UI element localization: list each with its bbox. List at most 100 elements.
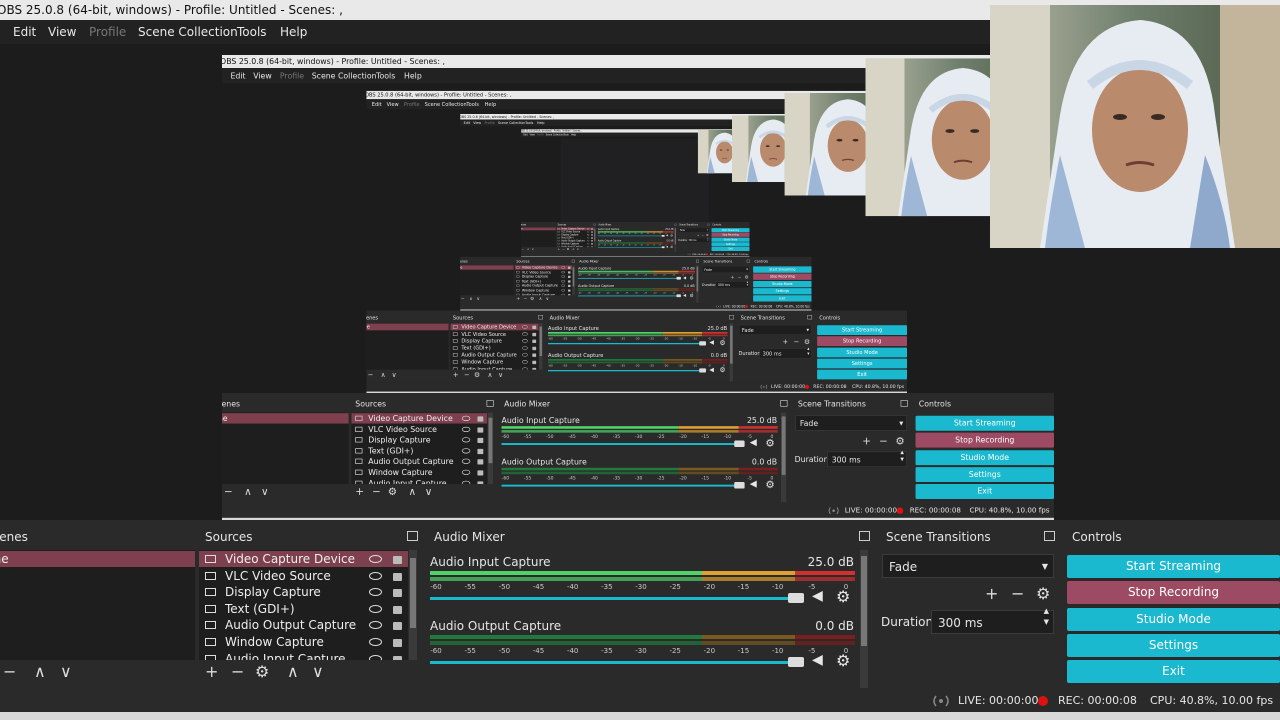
visibility-icon[interactable] [461, 426, 471, 432]
duration-spinbox[interactable]: 300 ms ▲ ▼ [687, 237, 710, 243]
visibility-icon[interactable] [369, 638, 382, 646]
duration-spinbox[interactable]: 300 ms ▲ ▼ [827, 450, 908, 468]
remove-button[interactable]: − [562, 247, 565, 251]
move-down-button[interactable]: ∨ [60, 662, 72, 681]
remove-button[interactable]: − [793, 337, 800, 346]
menu-item[interactable]: Help [404, 71, 422, 81]
visibility-icon[interactable] [461, 458, 471, 465]
volume-slider[interactable] [578, 295, 680, 297]
visibility-icon[interactable] [522, 353, 528, 357]
menu-item[interactable]: View [48, 25, 77, 39]
scene-item[interactable]: Scene [460, 265, 514, 270]
lock-icon[interactable] [477, 470, 484, 476]
lock-icon[interactable] [568, 294, 571, 296]
lock-icon[interactable] [568, 280, 571, 283]
volume-slider[interactable] [597, 247, 664, 248]
properties-button[interactable]: ⚙ [804, 337, 811, 346]
menu-item[interactable]: Help [571, 133, 576, 137]
lock-icon[interactable] [568, 271, 571, 274]
scrollbar[interactable] [696, 265, 699, 303]
lock-icon[interactable] [591, 246, 593, 247]
channel-settings[interactable]: ⚙ [670, 245, 673, 249]
undock-icon[interactable] [807, 315, 813, 320]
menu-item[interactable]: Profile [279, 71, 305, 81]
visibility-icon[interactable] [561, 280, 566, 283]
source-item[interactable]: Audio Output Capture [557, 239, 594, 242]
source-item[interactable]: VLC Video Source [515, 270, 572, 274]
source-item[interactable]: Text (GDI+) [515, 279, 572, 283]
properties-button[interactable]: ⚙ [566, 247, 570, 251]
mute-button[interactable]: ◀ [683, 293, 687, 298]
menu-item[interactable]: Edit [13, 25, 37, 39]
remove-button[interactable]: − [372, 485, 381, 498]
menu-item[interactable]: Edit [463, 120, 471, 125]
scrollbar-thumb[interactable] [674, 228, 676, 245]
move-up-button[interactable]: ∧ [527, 247, 530, 251]
control-button[interactable]: Stop Recording [915, 432, 1054, 448]
move-down-button[interactable]: ∨ [391, 370, 397, 379]
scene-item[interactable]: Scene [222, 413, 349, 424]
scrollbar[interactable] [409, 550, 417, 660]
control-button[interactable]: Settings [753, 288, 812, 295]
properties-button[interactable]: ⚙ [530, 295, 535, 302]
menu-item[interactable]: Help [536, 120, 545, 125]
scrollbar[interactable] [487, 412, 494, 484]
scrollbar-thumb[interactable] [488, 417, 493, 464]
undock-icon[interactable] [538, 315, 543, 320]
undock-icon[interactable] [729, 315, 734, 320]
visibility-icon[interactable] [561, 270, 566, 274]
control-button[interactable]: Start Streaming [711, 228, 750, 233]
menu-item[interactable]: View [473, 120, 482, 125]
transition-dropdown[interactable]: Fade ▼ [702, 266, 750, 273]
lock-icon[interactable] [568, 284, 571, 288]
lock-icon[interactable] [591, 243, 593, 245]
control-button[interactable]: Studio Mode [753, 280, 812, 288]
source-item[interactable]: Audio Output Capture [450, 352, 538, 359]
scrollbar-thumb[interactable] [696, 266, 699, 292]
lock-icon[interactable] [532, 339, 537, 344]
lock-icon[interactable] [591, 240, 593, 242]
control-button[interactable]: Exit [711, 246, 750, 252]
move-down-button[interactable]: ∨ [498, 370, 504, 379]
mute-button[interactable]: ◀ [666, 245, 668, 249]
menu-item[interactable]: Help [280, 25, 308, 39]
visibility-icon[interactable] [522, 332, 528, 336]
add-button[interactable]: + [355, 485, 364, 498]
properties-button[interactable]: ⚙ [744, 274, 749, 280]
visibility-icon[interactable] [369, 571, 382, 580]
lock-icon[interactable] [568, 275, 571, 278]
scrollbar[interactable] [539, 323, 543, 370]
menu-item[interactable]: View [253, 71, 272, 81]
duration-spinbox[interactable]: 300 ms ▲ ▼ [931, 607, 1054, 634]
visibility-icon[interactable] [461, 437, 471, 443]
undock-icon[interactable] [571, 259, 575, 263]
visibility-icon[interactable] [561, 293, 566, 296]
move-up-button[interactable]: ∧ [487, 370, 493, 379]
lock-icon[interactable] [568, 266, 571, 269]
scrollbar[interactable] [781, 412, 787, 503]
source-item[interactable]: Text (GDI+) [351, 446, 487, 456]
transition-dropdown[interactable]: Fade ▼ [738, 324, 812, 335]
mute-button[interactable]: ◀ [812, 652, 823, 668]
source-item[interactable]: Audio Input Capture [450, 366, 538, 370]
source-item[interactable]: Display Capture [450, 338, 538, 345]
volume-slider[interactable] [547, 342, 705, 345]
slider-handle[interactable] [788, 593, 804, 603]
spin-arrows[interactable]: ▲ ▼ [807, 347, 810, 356]
visibility-icon[interactable] [561, 266, 566, 269]
undock-icon[interactable] [746, 259, 750, 263]
scrollbar[interactable] [594, 227, 596, 247]
spin-arrows[interactable]: ▲ ▼ [1043, 607, 1049, 626]
source-item[interactable]: Audio Output Capture [515, 284, 572, 288]
slider-handle[interactable] [699, 341, 706, 346]
lock-icon[interactable] [477, 481, 484, 484]
volume-slider[interactable] [578, 277, 680, 279]
lock-icon[interactable] [393, 622, 402, 631]
lock-icon[interactable] [532, 346, 537, 351]
scrollbar-thumb[interactable] [781, 416, 786, 475]
volume-slider[interactable] [501, 443, 742, 445]
control-button[interactable]: Studio Mode [711, 237, 750, 242]
undock-icon[interactable] [486, 400, 494, 407]
add-button[interactable]: + [557, 247, 561, 251]
channel-settings[interactable]: ⚙ [689, 292, 694, 298]
